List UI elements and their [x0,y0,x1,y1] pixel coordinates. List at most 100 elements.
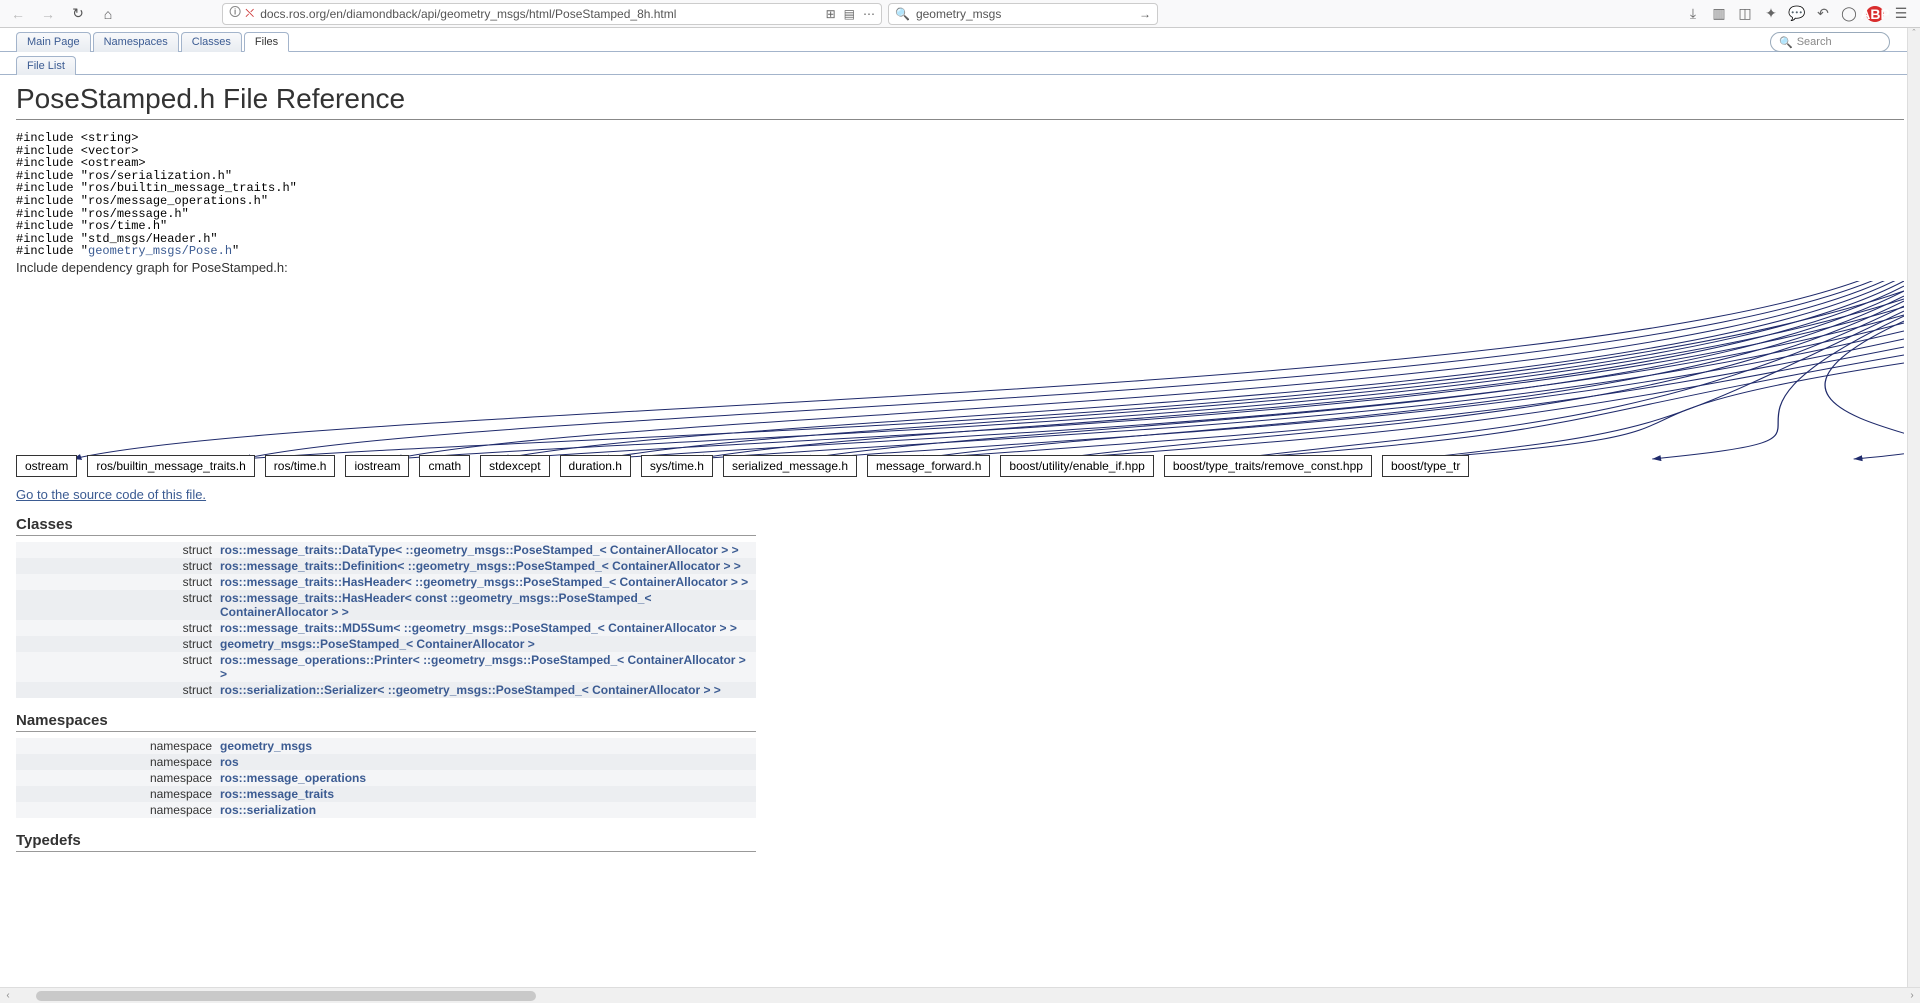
home-button[interactable]: ⌂ [96,2,120,26]
main-content: PoseStamped.h File Reference #include <s… [0,75,1920,898]
tab-files[interactable]: Files [244,32,289,52]
member-kind: namespace [16,738,216,754]
library-icon[interactable]: ▥ [1710,5,1728,22]
graph-node[interactable]: ros/builtin_message_traits.h [87,455,254,477]
table-row: struct geometry_msgs::PoseStamped_< Conta… [16,636,756,652]
graph-node[interactable]: duration.h [560,455,631,477]
typedefs-heading: Typedefs [16,832,756,852]
tab-classes[interactable]: Classes [181,32,242,52]
member-kind: struct [16,558,216,574]
dependency-label: Include dependency graph for PoseStamped… [16,260,1904,275]
table-row: structros::message_operations::Printer< … [16,652,756,682]
include-link[interactable]: geometry_msgs/Pose.h [88,244,232,258]
graph-node[interactable]: ros/time.h [265,455,336,477]
graph-node[interactable]: boost/type_tr [1382,455,1469,477]
primary-tabs: Main PageNamespacesClassesFiles [0,28,289,52]
account-icon[interactable]: ◯ [1840,5,1858,22]
graph-node[interactable]: iostream [345,455,409,477]
member-link[interactable]: ros::message_traits [220,787,334,801]
url-bar[interactable]: 🛈 ⛌ docs.ros.org/en/diamondback/api/geom… [222,3,882,25]
table-row: struct ros::message_traits::DataType< ::g… [16,542,756,558]
back-button[interactable]: ← [6,2,30,26]
unsecure-icon: ⛌ [245,6,254,21]
chat-icon[interactable]: 💬 [1788,5,1806,22]
undo-icon[interactable]: ↶ [1814,5,1832,22]
member-link[interactable]: ros [220,755,239,769]
doxygen-search[interactable]: 🔍 Search [1770,32,1890,52]
menu-icon[interactable]: ☰ [1892,5,1910,22]
member-kind: struct [16,652,216,682]
go-icon[interactable]: → [1139,7,1151,21]
abp-icon[interactable]: ABP [1866,6,1884,22]
table-row: structros::message_traits::HasHeader< co… [16,590,756,620]
member-kind: struct [16,574,216,590]
table-row: struct ros::message_traits::Definition< :… [16,558,756,574]
member-link[interactable]: ros::message_traits::Definition< ::geome… [220,559,741,573]
member-link[interactable]: ros::message_traits::HasHeader< ::geomet… [220,575,748,589]
member-link[interactable]: ros::serialization::Serializer< ::geomet… [220,683,721,697]
horizontal-scrollbar[interactable]: ‹ › [0,987,1920,1003]
namespaces-heading: Namespaces [16,712,756,732]
graph-node[interactable]: stdexcept [480,455,549,477]
search-icon: 🔍 [1779,36,1793,49]
qr-icon[interactable]: ⊞ [826,7,836,21]
scroll-right-icon[interactable]: › [1904,990,1920,1001]
scroll-thumb[interactable] [36,991,536,1001]
member-link[interactable]: ros::message_traits::HasHeader< const ::… [220,591,652,619]
table-row: namespace ros [16,754,756,770]
member-link[interactable]: ros::message_traits::DataType< ::geometr… [220,543,739,557]
url-text: docs.ros.org/en/diamondback/api/geometry… [260,7,817,21]
table-row: structros::serialization::Serializer< ::… [16,682,756,698]
member-link[interactable]: ros::message_operations::Printer< ::geom… [220,653,746,681]
download-icon[interactable]: ⤓ [1684,5,1702,22]
tab-main-page[interactable]: Main Page [16,32,91,52]
namespaces-table: namespacegeometry_msgsnamespacerosnamesp… [16,738,756,818]
member-kind: struct [16,542,216,558]
member-link[interactable]: geometry_msgs [220,739,312,753]
classes-heading: Classes [16,516,756,536]
forward-button[interactable]: → [36,2,60,26]
scroll-left-icon[interactable]: ‹ [0,990,16,1001]
browser-toolbar: ← → ↻ ⌂ 🛈 ⛌ docs.ros.org/en/diamondback/… [0,0,1920,28]
graph-node[interactable]: ostream [16,455,77,477]
graph-node[interactable]: serialized_message.h [723,455,857,477]
source-link[interactable]: Go to the source code of this file. [16,487,206,502]
subtab-file-list[interactable]: File List [16,56,76,75]
sidebar-icon[interactable]: ◫ [1736,5,1754,22]
graph-node[interactable]: boost/type_traits/remove_const.hpp [1164,455,1372,477]
graph-node[interactable]: boost/utility/enable_if.hpp [1000,455,1153,477]
member-kind: namespace [16,802,216,818]
search-icon: 🔍 [895,7,910,21]
graph-node[interactable]: sys/time.h [641,455,713,477]
scroll-up-icon[interactable]: ˆ [1908,28,1920,38]
table-row: namespace geometry_msgs [16,738,756,754]
classes-table: struct ros::message_traits::DataType< ::g… [16,542,756,698]
member-link[interactable]: ros::message_operations [220,771,366,785]
reader-icon[interactable]: ▤ [844,7,855,21]
reload-button[interactable]: ↻ [66,2,90,26]
member-kind: struct [16,620,216,636]
member-kind: namespace [16,786,216,802]
page-title: PoseStamped.h File Reference [16,83,1904,120]
doxygen-search-placeholder: Search [1797,36,1832,48]
table-row: namespace ros::message_traits [16,786,756,802]
table-row: namespace ros::serialization [16,802,756,818]
vertical-scrollbar[interactable]: ˆ [1907,28,1920,987]
more-icon[interactable]: ⋯ [863,7,875,21]
shield-icon: 🛈 [229,3,241,24]
member-kind: struct [16,636,216,652]
member-kind: namespace [16,754,216,770]
graph-node[interactable]: cmath [419,455,470,477]
member-link[interactable]: geometry_msgs::PoseStamped_< ContainerAl… [220,637,535,651]
toolbar-right: ⤓ ▥ ◫ ✦ 💬 ↶ ◯ ABP ☰ [1684,5,1914,22]
browser-search[interactable]: 🔍 geometry_msgs → [888,3,1158,25]
tab-namespaces[interactable]: Namespaces [93,32,179,52]
table-row: struct ros::message_traits::MD5Sum< ::geo… [16,620,756,636]
dependency-graph: ostream ros/builtin_message_traits.h ros/t… [16,281,1904,481]
graph-node[interactable]: message_forward.h [867,455,990,477]
member-link[interactable]: ros::message_traits::MD5Sum< ::geometry_… [220,621,737,635]
table-row: namespaceros::message_operations [16,770,756,786]
member-link[interactable]: ros::serialization [220,803,316,817]
sync-icon[interactable]: ✦ [1762,5,1780,22]
browser-search-text: geometry_msgs [916,7,1133,21]
